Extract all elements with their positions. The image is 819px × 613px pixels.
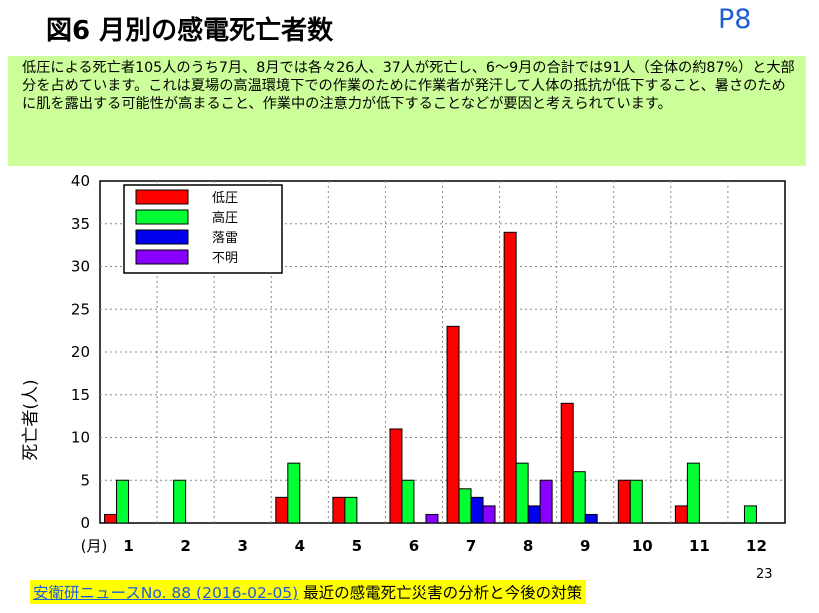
legend-swatch [135, 229, 189, 245]
bar-低圧 [332, 496, 346, 524]
x-tick-label: 8 [523, 537, 533, 555]
source-link[interactable]: 安衛研ニュースNo. 88 (2016-02-05) [33, 584, 299, 602]
bar-低圧 [674, 505, 688, 524]
bar-高圧 [116, 479, 130, 524]
bar-高圧 [401, 479, 415, 524]
bar-高圧 [743, 505, 757, 524]
bar-低圧 [503, 231, 517, 524]
bar-高圧 [686, 462, 700, 524]
note-box: 低圧による死亡者105人のうち7月、8月では各々26人、37人が死亡し、6～9月… [8, 56, 806, 166]
bar-低圧 [617, 479, 631, 524]
bar-不明 [539, 479, 553, 524]
y-tick-label: 10 [71, 429, 90, 447]
x-tick-label: 2 [180, 537, 190, 555]
y-axis-label: 死亡者(人) [21, 379, 41, 460]
bar-高圧 [572, 471, 586, 524]
bar-落雷 [584, 513, 598, 524]
legend-swatch [135, 209, 189, 225]
x-tick-label: 10 [632, 537, 653, 555]
page-number: 23 [756, 567, 773, 582]
y-tick-label: 20 [71, 343, 90, 361]
y-tick-label: 15 [71, 386, 90, 404]
y-tick-label: 25 [71, 300, 90, 318]
y-tick-label: 30 [71, 258, 90, 276]
legend-label: 低圧 [212, 191, 238, 206]
bar-低圧 [104, 513, 118, 524]
y-tick-label: 40 [71, 172, 90, 190]
slide-title: 図6 月別の感電死亡者数 [46, 16, 334, 46]
bar-不明 [425, 513, 439, 524]
bar-不明 [482, 505, 496, 524]
x-tick-label: 9 [580, 537, 590, 555]
y-tick-label: 0 [80, 514, 90, 532]
page-label: P8 [718, 4, 752, 35]
y-tick-label: 5 [80, 471, 90, 489]
bar-落雷 [527, 505, 541, 524]
bar-低圧 [275, 496, 289, 524]
legend-label: 不明 [212, 251, 238, 266]
bar-高圧 [287, 462, 301, 524]
bar-落雷 [470, 496, 484, 524]
x-tick-label: 1 [123, 537, 133, 555]
grid [100, 181, 785, 523]
source-bar: 安衛研ニュースNo. 88 (2016-02-05) 最近の感電死亡災害の分析と… [30, 580, 587, 604]
x-tick-label: 11 [689, 537, 710, 555]
x-tick-label: 5 [352, 537, 362, 555]
source-description: 最近の感電死亡災害の分析と今後の対策 [303, 584, 583, 602]
x-axis-unit-label: (月) [81, 537, 108, 555]
bar-低圧 [446, 325, 460, 524]
bar-低圧 [560, 402, 574, 524]
bar-低圧 [389, 428, 403, 524]
legend-swatch [135, 249, 189, 265]
bar-高圧 [515, 462, 529, 524]
x-tick-label: 6 [409, 537, 419, 555]
legend-label: 高圧 [212, 210, 238, 226]
y-tick-label: 35 [71, 215, 90, 233]
bar-高圧 [458, 488, 472, 524]
legend-label: 落雷 [212, 231, 238, 246]
x-tick-label: 7 [466, 537, 476, 555]
legend-swatch [135, 189, 189, 205]
x-tick-label: 4 [295, 537, 305, 555]
x-tick-label: 3 [237, 537, 247, 555]
bars [104, 231, 757, 524]
x-tick-label: 12 [746, 537, 767, 555]
bar-高圧 [344, 496, 358, 524]
bar-高圧 [629, 479, 643, 524]
bar-高圧 [173, 479, 187, 524]
